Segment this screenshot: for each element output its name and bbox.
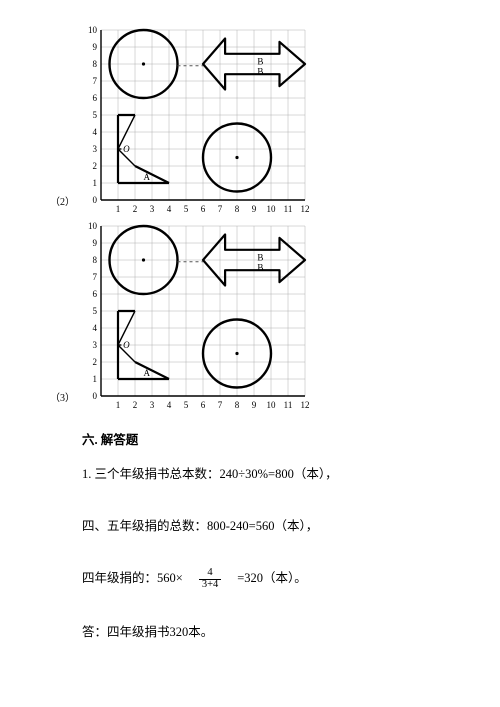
svg-text:7: 7 [93,76,98,86]
svg-text:9: 9 [252,400,257,410]
svg-text:B: B [257,56,263,66]
svg-text:7: 7 [218,204,223,214]
svg-text:0: 0 [93,195,98,205]
fraction-den: 3+4 [199,580,221,591]
svg-text:4: 4 [93,323,98,333]
svg-text:6: 6 [93,93,98,103]
answer-line-1: 1. 三个年级捐书总本数：240÷30%=800（本）， [82,464,442,484]
svg-text:5: 5 [93,110,98,120]
svg-text:A: A [144,172,151,182]
figure-2: （2） 012345678910123456789101112OABB [50,24,317,220]
fraction-num: 4 [199,568,221,580]
svg-text:11: 11 [284,400,293,410]
svg-text:3: 3 [150,204,155,214]
svg-text:10: 10 [88,25,98,35]
svg-text:2: 2 [93,161,98,171]
svg-text:10: 10 [267,400,277,410]
section-title: 六. 解答题 [82,430,442,450]
figure-3-grid: 012345678910123456789101112OABB [81,220,317,416]
answer-line-2: 四、五年级捐的总数：800-240=560（本）， [82,516,442,536]
svg-text:10: 10 [88,221,98,231]
svg-text:4: 4 [93,127,98,137]
answer-line-4: 答：四年级捐书320本。 [82,622,442,642]
svg-text:7: 7 [93,272,98,282]
svg-text:7: 7 [218,400,223,410]
svg-text:9: 9 [252,204,257,214]
svg-text:3: 3 [93,144,98,154]
svg-text:12: 12 [301,400,310,410]
answer-section: 六. 解答题 1. 三个年级捐书总本数：240÷30%=800（本）， 四、五年… [82,430,442,642]
fraction: 43+4 [199,568,221,590]
svg-text:B: B [257,67,263,77]
svg-text:3: 3 [93,340,98,350]
svg-text:5: 5 [93,306,98,316]
svg-text:8: 8 [93,59,98,69]
svg-text:9: 9 [93,42,98,52]
answer-line-3-pre: 四年级捐的：560× [82,571,183,585]
svg-text:A: A [144,368,151,378]
svg-text:4: 4 [167,204,172,214]
figure-2-grid: 012345678910123456789101112OABB [81,24,317,220]
svg-text:9: 9 [93,238,98,248]
answer-line-3-post: =320（本）。 [237,571,307,585]
answer-line-3: 四年级捐的：560× 43+4 =320（本）。 [82,568,442,590]
svg-text:B: B [257,263,263,273]
svg-text:6: 6 [201,400,206,410]
svg-text:B: B [257,252,263,262]
svg-text:1: 1 [93,178,98,188]
svg-text:5: 5 [184,204,189,214]
svg-text:8: 8 [235,400,240,410]
svg-text:1: 1 [116,400,121,410]
svg-text:1: 1 [116,204,121,214]
svg-text:8: 8 [235,204,240,214]
figure-2-label: （2） [50,193,75,208]
svg-text:10: 10 [267,204,277,214]
svg-text:0: 0 [93,391,98,401]
svg-text:2: 2 [133,400,138,410]
svg-text:2: 2 [93,357,98,367]
svg-text:8: 8 [93,255,98,265]
svg-text:12: 12 [301,204,310,214]
svg-text:11: 11 [284,204,293,214]
svg-text:5: 5 [184,400,189,410]
svg-text:6: 6 [201,204,206,214]
svg-text:O: O [123,144,130,154]
svg-text:3: 3 [150,400,155,410]
svg-text:4: 4 [167,400,172,410]
figure-3-label: （3） [50,389,75,404]
svg-text:2: 2 [133,204,138,214]
svg-text:1: 1 [93,374,98,384]
figure-3: （3） 012345678910123456789101112OABB [50,220,317,416]
svg-text:6: 6 [93,289,98,299]
svg-text:O: O [123,340,130,350]
